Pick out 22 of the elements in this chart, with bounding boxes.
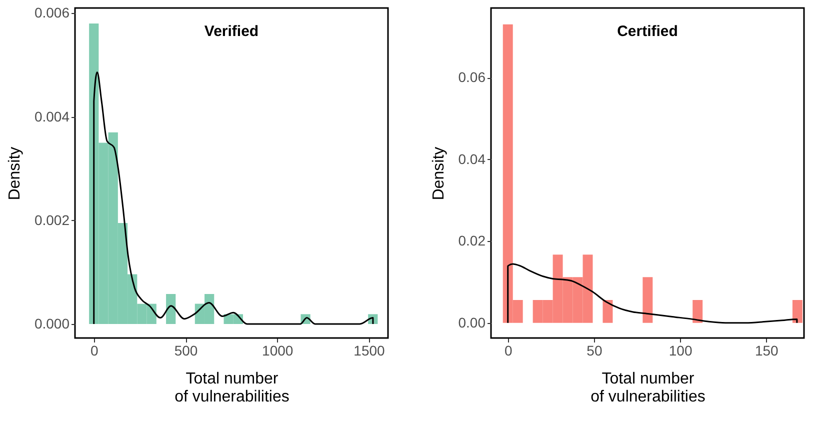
text: Certified: [617, 23, 678, 40]
y-tick-label: 0.02: [458, 232, 486, 249]
x-tick-label: 100: [668, 342, 692, 358]
x-tick-label: 50: [586, 342, 602, 358]
x-tick-label: 150: [754, 342, 779, 358]
x-tick-label: 500: [174, 342, 198, 358]
x-tick-label: 1000: [262, 342, 294, 358]
y-tick-label: 0.002: [34, 212, 70, 228]
text: Verified: [204, 23, 259, 40]
y-tick-label: 0.06: [458, 69, 486, 86]
y-axis-title: Density: [6, 146, 24, 200]
x-axis-title: Total number of vulnerabilities: [174, 370, 290, 406]
x-tick-label: 1500: [354, 342, 386, 358]
y-axis-title: Density: [430, 146, 448, 200]
x-tick-label: 0: [90, 342, 98, 358]
x-tick-label: 0: [504, 342, 512, 358]
y-tick-label: 0.04: [458, 150, 486, 167]
x-axis-title: Total number of vulnerabilities: [590, 370, 706, 406]
y-tick-label: 0.006: [34, 4, 70, 21]
y-tick-label: 0.000: [34, 316, 70, 332]
y-tick-label: 0.00: [458, 314, 486, 330]
y-tick-label: 0.004: [34, 108, 70, 124]
